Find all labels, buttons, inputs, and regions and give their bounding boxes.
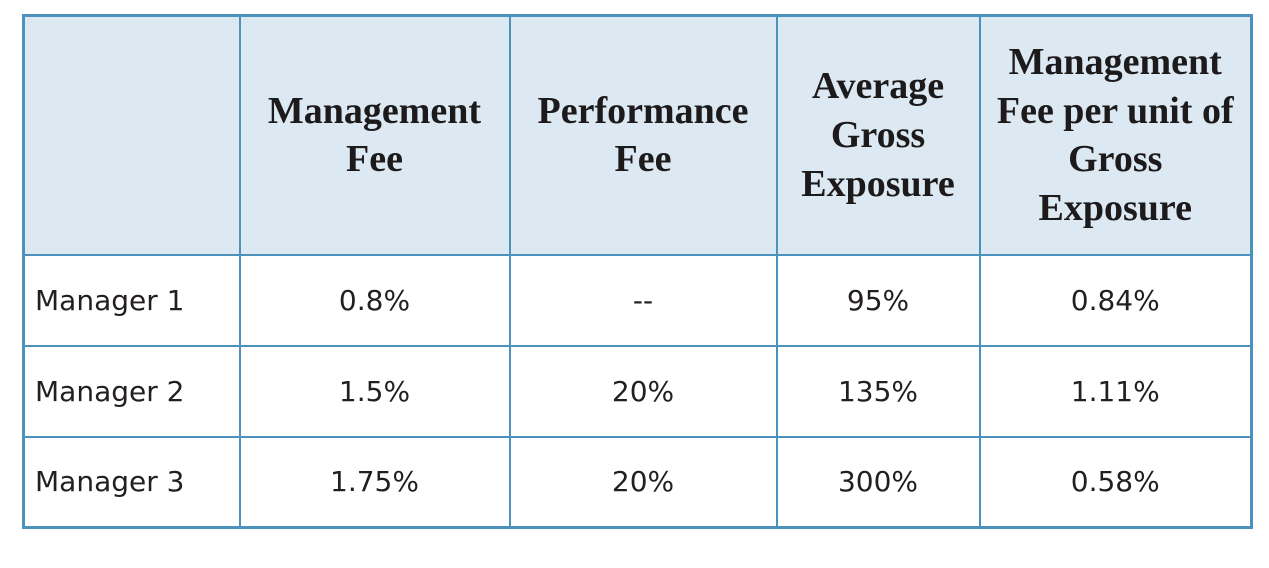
column-header-performance-fee: Performance Fee (508, 14, 778, 256)
cell-manager-1-average-gross-exposure: 95% (775, 253, 981, 347)
column-header-management-fee: Management Fee (238, 14, 511, 256)
row-label-manager-2: Manager 2 (22, 344, 241, 438)
column-header-management-fee-per-unit: Management Fee per unit of Gross Exposur… (978, 14, 1253, 256)
table-row-manager-3: Manager 3 1.75% 20% 300% 0.58% (22, 435, 1253, 529)
cell-manager-1-management-fee: 0.8% (238, 253, 511, 347)
cell-manager-2-performance-fee: 20% (508, 344, 778, 438)
table-row-manager-1: Manager 1 0.8% -- 95% 0.84% (22, 253, 1253, 347)
row-label-manager-1: Manager 1 (22, 253, 241, 347)
corner-cell (22, 14, 241, 256)
cell-manager-2-average-gross-exposure: 135% (775, 344, 981, 438)
fee-comparison-table: Management Fee Performance Fee Average G… (22, 14, 1253, 529)
column-header-average-gross-exposure: Average Gross Exposure (775, 14, 981, 256)
row-label-manager-3: Manager 3 (22, 435, 241, 529)
cell-manager-3-average-gross-exposure: 300% (775, 435, 981, 529)
table-row-manager-2: Manager 2 1.5% 20% 135% 1.11% (22, 344, 1253, 438)
cell-manager-1-performance-fee: -- (508, 253, 778, 347)
header-row: Management Fee Performance Fee Average G… (22, 14, 1253, 256)
cell-manager-1-fee-per-unit: 0.84% (978, 253, 1253, 347)
cell-manager-3-management-fee: 1.75% (238, 435, 511, 529)
fee-comparison-table-container: Management Fee Performance Fee Average G… (22, 14, 1253, 529)
cell-manager-2-fee-per-unit: 1.11% (978, 344, 1253, 438)
cell-manager-3-performance-fee: 20% (508, 435, 778, 529)
cell-manager-2-management-fee: 1.5% (238, 344, 511, 438)
cell-manager-3-fee-per-unit: 0.58% (978, 435, 1253, 529)
